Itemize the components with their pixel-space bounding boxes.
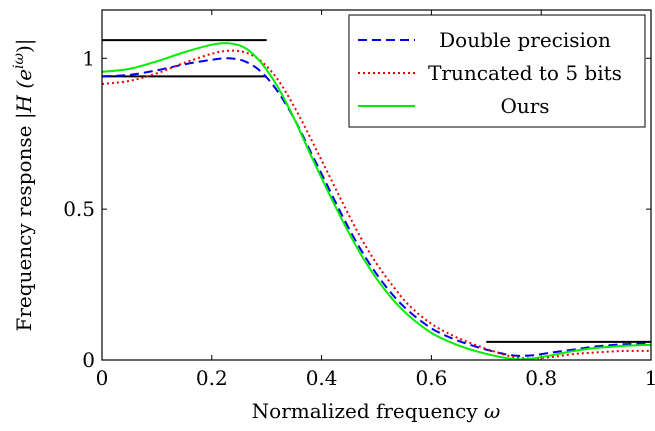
series-line-2	[102, 42, 651, 360]
legend-label-2: Ours	[500, 94, 549, 118]
y-tick-label: 0	[82, 348, 95, 372]
legend-label-1: Truncated to 5 bits	[428, 61, 622, 85]
y-tick-label: 1	[82, 46, 95, 70]
legend-box	[348, 14, 646, 128]
x-tick-label: 0.6	[415, 366, 447, 390]
plot-frame	[101, 9, 652, 361]
x-tick-label: 0.4	[306, 366, 338, 390]
x-tick-label: 0.8	[525, 366, 557, 390]
legend: Double precision Truncated to 5 bits Ours	[348, 14, 646, 128]
y-tick-label: 0.5	[63, 197, 95, 221]
tick-labels: 0 0.2 0.4 0.6 0.8 1 0 0.5 1	[63, 46, 655, 390]
x-tick-label: 0	[96, 366, 109, 390]
y-axis-label: Frequency response |H (eiω)|	[11, 38, 37, 331]
x-tick-label: 0.2	[196, 366, 228, 390]
x-tick-label: 1	[645, 366, 655, 390]
spec-lines	[102, 39, 651, 343]
x-axis-label: Normalized frequency ω	[252, 399, 501, 423]
series-line-0	[102, 57, 651, 357]
legend-label-0: Double precision	[439, 28, 611, 52]
series-lines	[102, 42, 651, 360]
